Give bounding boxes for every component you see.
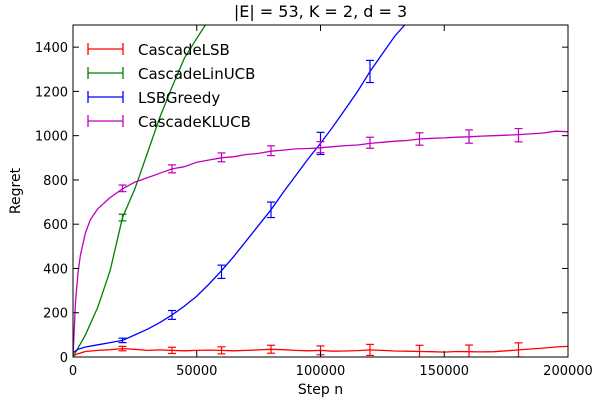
error-bar-cascadelsb	[118, 345, 127, 352]
error-bar-cascadeklucb	[217, 152, 226, 163]
series-line-lsbgreedy	[73, 25, 406, 354]
error-bar-cascadeklucb	[118, 184, 127, 193]
y-tick-label: 1200	[35, 85, 68, 100]
y-axis-title: Regret	[8, 167, 24, 214]
y-tick-label: 1400	[35, 41, 68, 56]
chart-title: |E| = 53, K = 2, d = 3	[234, 2, 407, 21]
legend-item-cascadelsb: CascadeLSB	[87, 41, 230, 59]
legend-label: CascadeLSB	[138, 41, 230, 59]
y-tick-label: 400	[43, 262, 68, 277]
y-tick-label: 1000	[35, 130, 68, 145]
error-bar-cascadelsb	[465, 344, 473, 357]
legend-label: CascadeKLUCB	[138, 113, 251, 131]
legend-label: CascadeLinUCB	[138, 65, 255, 83]
legend-item-lsbgreedy: LSBGreedy	[87, 89, 220, 107]
y-tick-label: 800	[43, 174, 68, 189]
legend: CascadeLSB CascadeLinUCB LSBGreedy CascadeK…	[87, 41, 255, 131]
series-line-cascadelsb	[73, 345, 568, 357]
error-bar-lsbgreedy	[118, 337, 127, 344]
error-bar-cascadelsb	[366, 343, 374, 357]
series-layer	[73, 25, 568, 357]
error-bar-cascadeklucb	[415, 132, 424, 146]
x-tick-label: 0	[69, 364, 77, 379]
error-bar-cascadeklucb	[267, 145, 275, 157]
error-bar-cascadeklucb	[316, 141, 325, 154]
error-bar-cascadelsb	[168, 346, 176, 355]
error-bar-cascadelsb	[415, 344, 424, 357]
x-tick-label: 50000	[176, 364, 217, 379]
error-bar-lsbgreedy	[168, 309, 176, 320]
error-bar-cascadelsb	[514, 342, 523, 357]
series-line-cascadelinucb	[73, 25, 206, 357]
x-tick-label: 100000	[296, 364, 346, 379]
error-bar-lsbgreedy	[267, 201, 275, 219]
errorbar-layer	[118, 59, 523, 357]
legend-label: LSBGreedy	[138, 89, 220, 107]
error-bar-lsbgreedy	[366, 59, 374, 84]
y-tick-label: 0	[60, 351, 68, 366]
series-line-cascadeklucb	[73, 130, 568, 357]
error-bar-cascadelsb	[217, 346, 226, 355]
error-bar-cascadeklucb	[514, 127, 523, 143]
ticks-layer: 0 50000 100000 150000 200000 0 200 400 600 800 100…	[35, 25, 593, 379]
y-tick-label: 600	[43, 218, 68, 233]
x-axis-title: Step n	[298, 382, 343, 398]
error-bar-cascadeklucb	[465, 129, 473, 144]
x-tick-label: 150000	[419, 364, 469, 379]
error-bar-cascadelsb	[267, 344, 275, 354]
y-tick-label: 200	[43, 307, 68, 322]
error-bar-cascadeklucb	[168, 164, 176, 174]
error-bar-cascadeklucb	[366, 136, 374, 149]
error-bar-lsbgreedy	[217, 264, 226, 280]
error-bar-cascadelinucb	[118, 213, 127, 222]
x-tick-label: 200000	[543, 364, 593, 379]
legend-item-cascadeklucb: CascadeKLUCB	[87, 113, 251, 131]
legend-item-cascadelinucb: CascadeLinUCB	[87, 65, 255, 83]
